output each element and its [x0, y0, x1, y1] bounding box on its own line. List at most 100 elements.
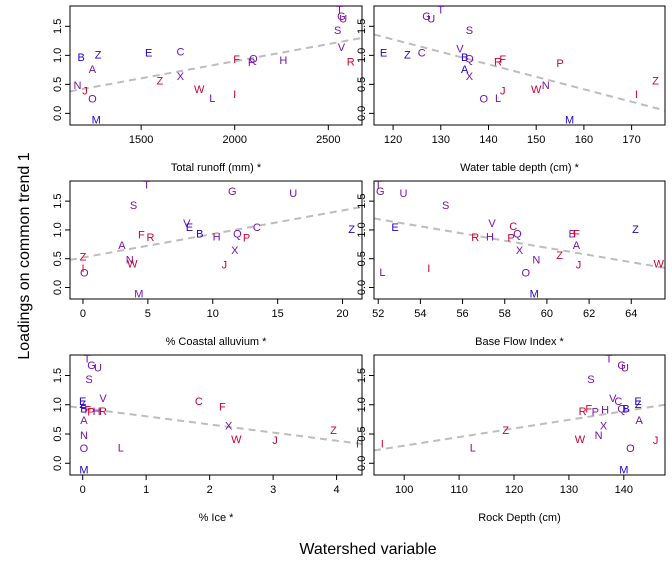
- data-point: B: [569, 229, 576, 241]
- y-tick-label: 1.5: [356, 19, 368, 34]
- panel-6: 100 110 120 130 140 0.0 0.5 1.0 1.5 Rock Depth (c…: [356, 354, 666, 524]
- data-point: R: [347, 56, 355, 68]
- panel-x-axis-label: % Coastal alluvium *: [166, 336, 268, 348]
- y-tick-label: 1.0: [52, 222, 64, 237]
- data-point: X: [516, 245, 524, 257]
- data-point: G: [87, 360, 96, 372]
- data-point: N: [542, 80, 550, 92]
- data-point: E: [380, 48, 387, 60]
- panel-x-axis-label: Rock Depth (cm): [478, 512, 561, 524]
- y-tick-label: 0.5: [356, 77, 368, 92]
- data-point: P: [248, 57, 255, 69]
- data-point: C: [176, 46, 184, 58]
- data-point: L: [209, 93, 215, 105]
- data-point: F: [84, 405, 91, 417]
- data-point: N: [126, 254, 134, 266]
- data-point: U: [339, 13, 347, 25]
- x-tick-label: 110: [450, 484, 468, 496]
- data-point: I: [233, 89, 236, 101]
- data-point: B: [196, 229, 203, 241]
- data-point: G: [376, 186, 385, 198]
- panel-frame: [373, 5, 666, 126]
- x-tick-label: 5: [145, 308, 151, 320]
- data-point: P: [87, 406, 94, 418]
- data-point: R: [494, 56, 502, 68]
- data-point: I: [356, 439, 359, 451]
- data-point: E: [391, 222, 398, 234]
- data-point: M: [530, 288, 539, 300]
- data-point: O: [80, 268, 89, 280]
- data-point: Q: [249, 53, 258, 65]
- data-point: F: [233, 54, 240, 66]
- x-tick-label: 15: [272, 308, 284, 320]
- y-tick-label: 0.0: [52, 280, 64, 295]
- data-point: I: [381, 439, 384, 451]
- data-point: T: [336, 5, 343, 17]
- data-point: B: [78, 52, 85, 64]
- data-point: L: [495, 93, 501, 105]
- panel-x-axis-label: Total runoff (mm) *: [171, 162, 262, 174]
- data-point: M: [134, 288, 143, 300]
- x-tick-label: 140: [615, 484, 633, 496]
- data-point: Z: [79, 399, 86, 411]
- y-tick-label: 0.0: [356, 280, 368, 295]
- data-point: M: [92, 114, 101, 126]
- data-point: H: [93, 406, 101, 418]
- trend-line: [374, 217, 665, 269]
- x-tick-label: 54: [414, 308, 426, 320]
- data-point: Z: [632, 224, 639, 236]
- panel-5: 0 1 2 3 40.00.51.01.5% Ice *TGUSEZBFPHRVANOM…: [52, 354, 363, 524]
- y-tick-label: 1.5: [52, 368, 64, 383]
- data-point: S: [334, 25, 341, 37]
- data-point: A: [80, 415, 88, 427]
- x-tick-label: 10: [207, 308, 219, 320]
- x-tick-label: 60: [541, 308, 553, 320]
- data-point: M: [565, 114, 574, 126]
- data-point: T: [84, 354, 91, 366]
- data-point: E: [634, 396, 641, 408]
- data-point: U: [94, 362, 102, 374]
- data-point: F: [138, 230, 145, 242]
- x-tick-label: 56: [456, 308, 468, 320]
- data-point: V: [456, 44, 464, 56]
- data-point: X: [466, 71, 474, 83]
- data-point: I: [635, 89, 638, 101]
- y-tick-label: 1.0: [356, 397, 368, 412]
- data-point: Z: [635, 399, 642, 411]
- x-tick-label: 20: [336, 308, 348, 320]
- data-point: U: [289, 188, 297, 200]
- data-point: Q: [513, 229, 522, 241]
- data-point: H: [601, 405, 609, 417]
- data-point: R: [146, 232, 154, 244]
- data-point: E: [186, 222, 193, 234]
- data-point: C: [509, 221, 517, 233]
- data-point: F: [219, 402, 226, 414]
- data-point: Z: [404, 49, 411, 61]
- x-tick-label: 1: [143, 484, 149, 496]
- trend-line: [374, 403, 665, 452]
- data-point: B: [622, 403, 629, 415]
- x-tick-label: 64: [625, 308, 637, 320]
- y-tick-label: 1.0: [52, 397, 64, 412]
- x-tick-label: 120: [505, 484, 523, 496]
- x-tick-label: 2: [207, 484, 213, 496]
- data-point: W: [194, 84, 205, 96]
- x-tick-label: 130: [560, 484, 578, 496]
- data-point: R: [99, 406, 107, 418]
- data-point: Z: [95, 49, 102, 61]
- data-point: C: [418, 48, 426, 60]
- data-point: B: [461, 52, 468, 64]
- data-point: P: [507, 233, 514, 245]
- x-tick-label: 58: [499, 308, 511, 320]
- data-point: R: [471, 232, 479, 244]
- data-point: A: [461, 64, 469, 76]
- data-point: Z: [502, 425, 509, 437]
- figure-x-axis-label: Watershed variable: [299, 541, 436, 558]
- data-point: M: [619, 464, 628, 476]
- trend-line: [70, 405, 362, 445]
- data-point: T: [375, 180, 382, 192]
- data-point: Z: [652, 75, 659, 87]
- panel-x-axis-label: Base Flow Index *: [475, 336, 564, 348]
- data-point: R: [579, 406, 587, 418]
- data-point: L: [118, 443, 124, 455]
